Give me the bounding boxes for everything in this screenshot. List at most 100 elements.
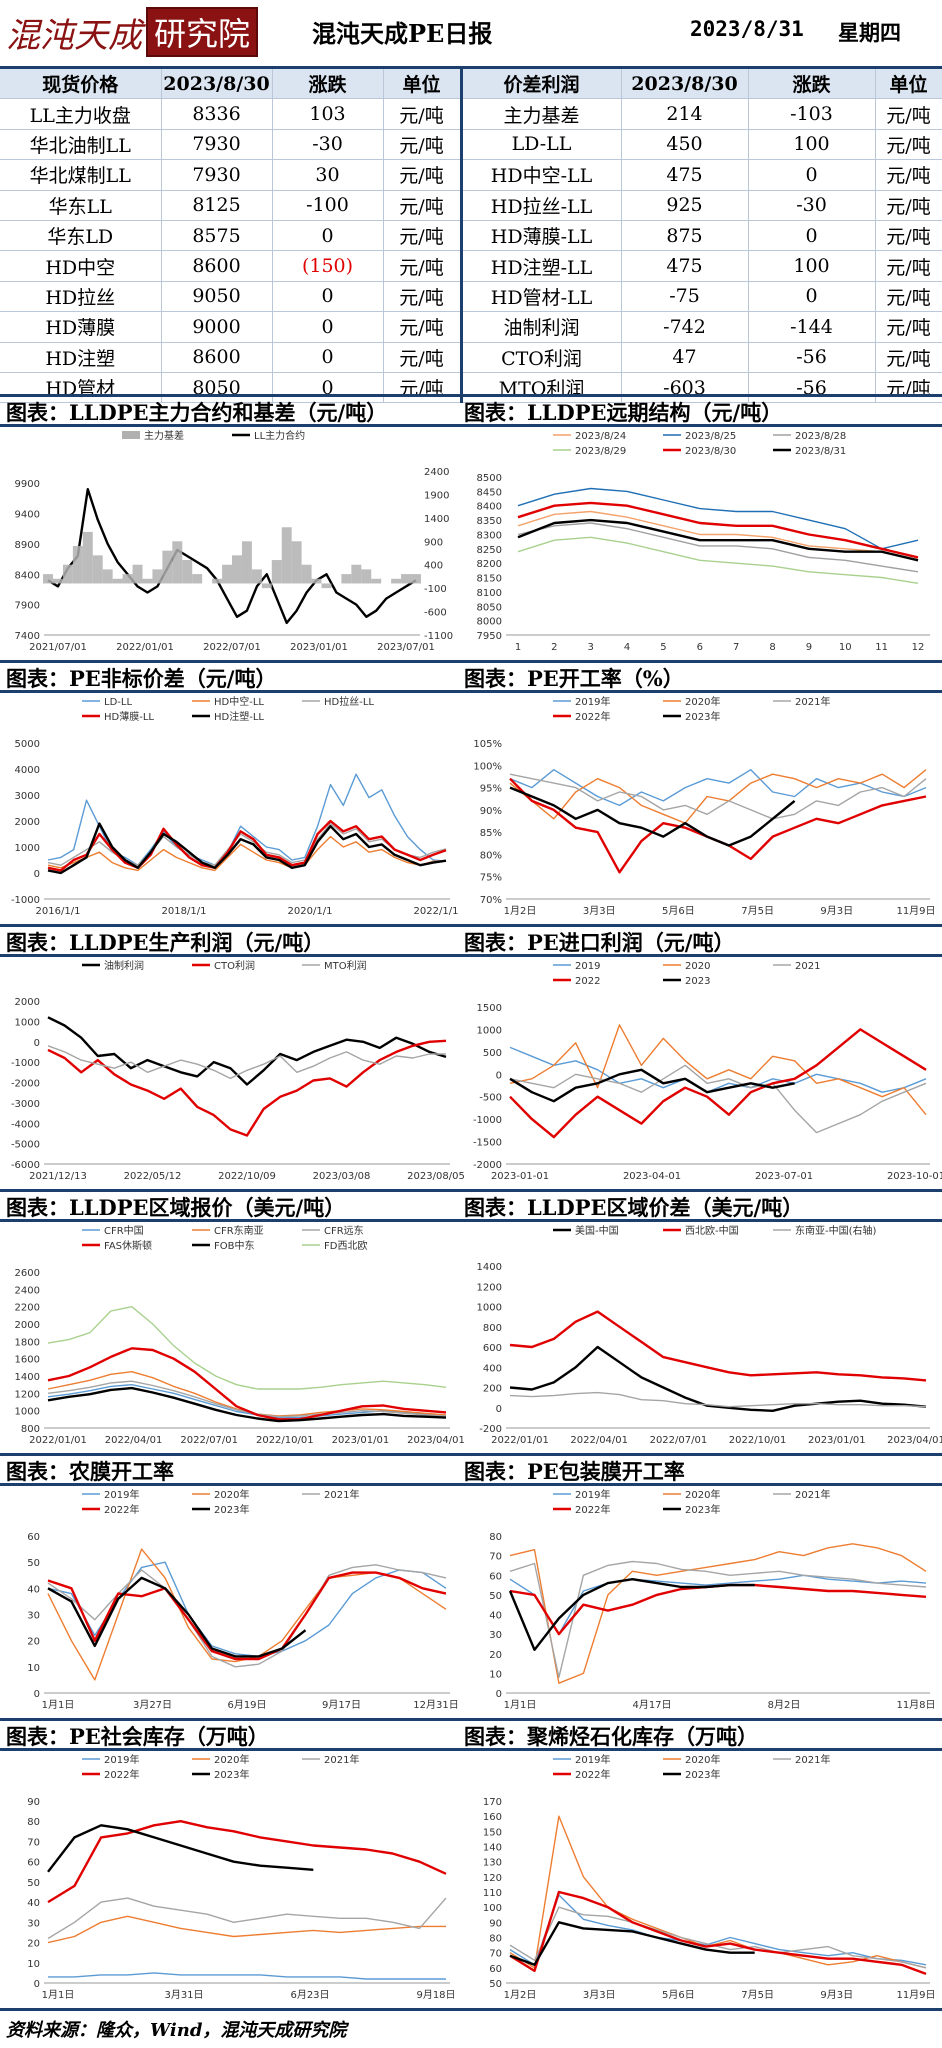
legend-label: 2022年 xyxy=(575,1768,610,1781)
basis-bar xyxy=(152,569,163,584)
y-tick-label: 70 xyxy=(489,1552,502,1563)
x-tick-label: 5月6日 xyxy=(662,905,695,917)
series-line xyxy=(509,1064,927,1134)
y-tick-label: 75% xyxy=(480,873,502,884)
series-line xyxy=(509,773,927,820)
basis-bar xyxy=(132,564,143,584)
legend-label: LD-LL xyxy=(104,697,132,708)
series-line xyxy=(47,1347,447,1421)
series-line xyxy=(47,1820,447,1904)
legend-label: 2022年 xyxy=(575,710,610,723)
y-tick-label: -2000 xyxy=(473,1160,502,1171)
legend-label: 2023/8/25 xyxy=(685,431,736,442)
table-row: 华东LD 8575 0 元/吨 HD薄膜-LL 875 0 元/吨 xyxy=(0,220,942,252)
table-cell: 元/吨 xyxy=(383,129,463,161)
basis-bar xyxy=(361,569,372,584)
table-cell: 214 xyxy=(621,98,749,130)
x-tick-label: 3月31日 xyxy=(164,1989,203,2001)
y-tick-label: 80 xyxy=(489,1532,502,1543)
basis-bar xyxy=(112,578,123,584)
table-cell: 925 xyxy=(621,190,749,221)
x-tick-label: 2022/07/01 xyxy=(180,1435,238,1446)
report-weekday: 星期四 xyxy=(838,20,901,45)
x-tick-label: 9 xyxy=(806,642,812,653)
legend-label: 2021年 xyxy=(795,695,830,708)
table-cell: 油制利润 xyxy=(461,311,622,343)
table-header-cell: 涨跌 xyxy=(748,69,876,100)
y-tick-label: -1000 xyxy=(473,1115,502,1126)
x-tick-label: 4 xyxy=(624,642,630,653)
legend-label: HD中空-LL xyxy=(214,695,264,708)
table-cell: HD薄膜-LL xyxy=(461,220,622,252)
y2-tick-label: 900 xyxy=(424,537,443,548)
series-line xyxy=(47,488,417,625)
y-tick-label: 60 xyxy=(27,1858,40,1869)
x-tick-label: 2022/04/01 xyxy=(105,1435,163,1446)
x-tick-label: 6月23日 xyxy=(290,1989,329,2001)
legend-label: HD注塑-LL xyxy=(214,710,264,723)
y-tick-label: 1200 xyxy=(15,1389,40,1400)
legend-label: 2021年 xyxy=(324,1753,359,1766)
chart-lldpe-profit: 油制利润 CTO利润 MTO利润 -6000 -5000 -4000 -3000 -2000 -… xyxy=(11,959,465,1182)
table-cell: 0 xyxy=(748,159,876,191)
x-tick-label: 1月1日 xyxy=(42,1989,75,2001)
y-tick-label: 1500 xyxy=(477,1003,502,1014)
table-cell: 8125 xyxy=(161,190,273,221)
y-tick-label: 50 xyxy=(489,1979,502,1990)
y-tick-label: 7950 xyxy=(477,631,502,642)
y-tick-label: -1000 xyxy=(11,1058,40,1069)
chart-agri-film-rate: 2019年 2020年 2021年 2022年 2023年 0 10 20 30 40 50 60 1月… xyxy=(27,1488,458,1711)
table-cell: 8050 xyxy=(161,372,273,404)
y2-tick-label: 400 xyxy=(424,561,443,572)
series-line xyxy=(509,769,927,807)
table-header-cell: 价差利润 xyxy=(461,69,622,100)
table-cell: 元/吨 xyxy=(383,250,463,282)
y-tick-label: 500 xyxy=(483,1048,502,1059)
table-cell: HD拉丝-LL xyxy=(461,190,622,221)
y-tick-label: 10 xyxy=(489,1669,502,1680)
y-tick-label: 0 xyxy=(34,869,40,880)
y-tick-label: 2000 xyxy=(15,997,40,1008)
table-header-cell: 2023/8/30 xyxy=(161,69,273,100)
legend-label: 2020年 xyxy=(214,1488,249,1501)
table-cell: 元/吨 xyxy=(875,311,942,343)
series-line xyxy=(509,1890,927,1976)
basis-bar xyxy=(172,541,183,584)
table-header-cell: 单位 xyxy=(875,69,942,100)
series-line xyxy=(509,1068,795,1103)
legend-label: 2019年 xyxy=(575,1753,610,1766)
basis-bar xyxy=(411,574,421,584)
y-tick-label: 1000 xyxy=(477,1025,502,1036)
section-divider xyxy=(0,1219,942,1222)
table-cell: 7930 xyxy=(161,129,273,161)
legend-label: LL主力合约 xyxy=(254,429,305,442)
y-tick-label: 9900 xyxy=(15,479,40,490)
y-tick-label: 3000 xyxy=(15,791,40,802)
y-tick-label: 30 xyxy=(27,1918,40,1929)
basis-bar xyxy=(92,555,103,584)
y-tick-label: -500 xyxy=(479,1093,502,1104)
y-tick-label: 7400 xyxy=(15,631,40,642)
x-tick-label: 2022/10/09 xyxy=(218,1171,276,1182)
basis-bar xyxy=(43,574,53,584)
series-line xyxy=(47,822,447,866)
legend-label: 2023年 xyxy=(214,1503,249,1516)
table-cell: -144 xyxy=(748,311,876,343)
y-tick-label: 0 xyxy=(496,1689,502,1700)
y-tick-label: 0 xyxy=(34,1038,40,1049)
y-tick-label: 70 xyxy=(27,1837,40,1848)
x-tick-label: 5 xyxy=(660,642,666,653)
series-line xyxy=(517,518,919,562)
legend-label: 2022年 xyxy=(575,1503,610,1516)
legend-label: 2023年 xyxy=(685,1768,720,1781)
x-tick-label: 2022/05/12 xyxy=(124,1171,182,1182)
table-cell: 元/吨 xyxy=(875,98,942,130)
basis-bar xyxy=(401,574,412,584)
series-line xyxy=(47,822,447,875)
table-cell: HD注塑 xyxy=(0,342,162,373)
table-cell: 8575 xyxy=(161,220,273,252)
y2-tick-label: -600 xyxy=(424,608,447,619)
series-line xyxy=(509,1310,927,1382)
y-tick-label: 10 xyxy=(27,1959,40,1970)
section-divider xyxy=(0,660,942,663)
